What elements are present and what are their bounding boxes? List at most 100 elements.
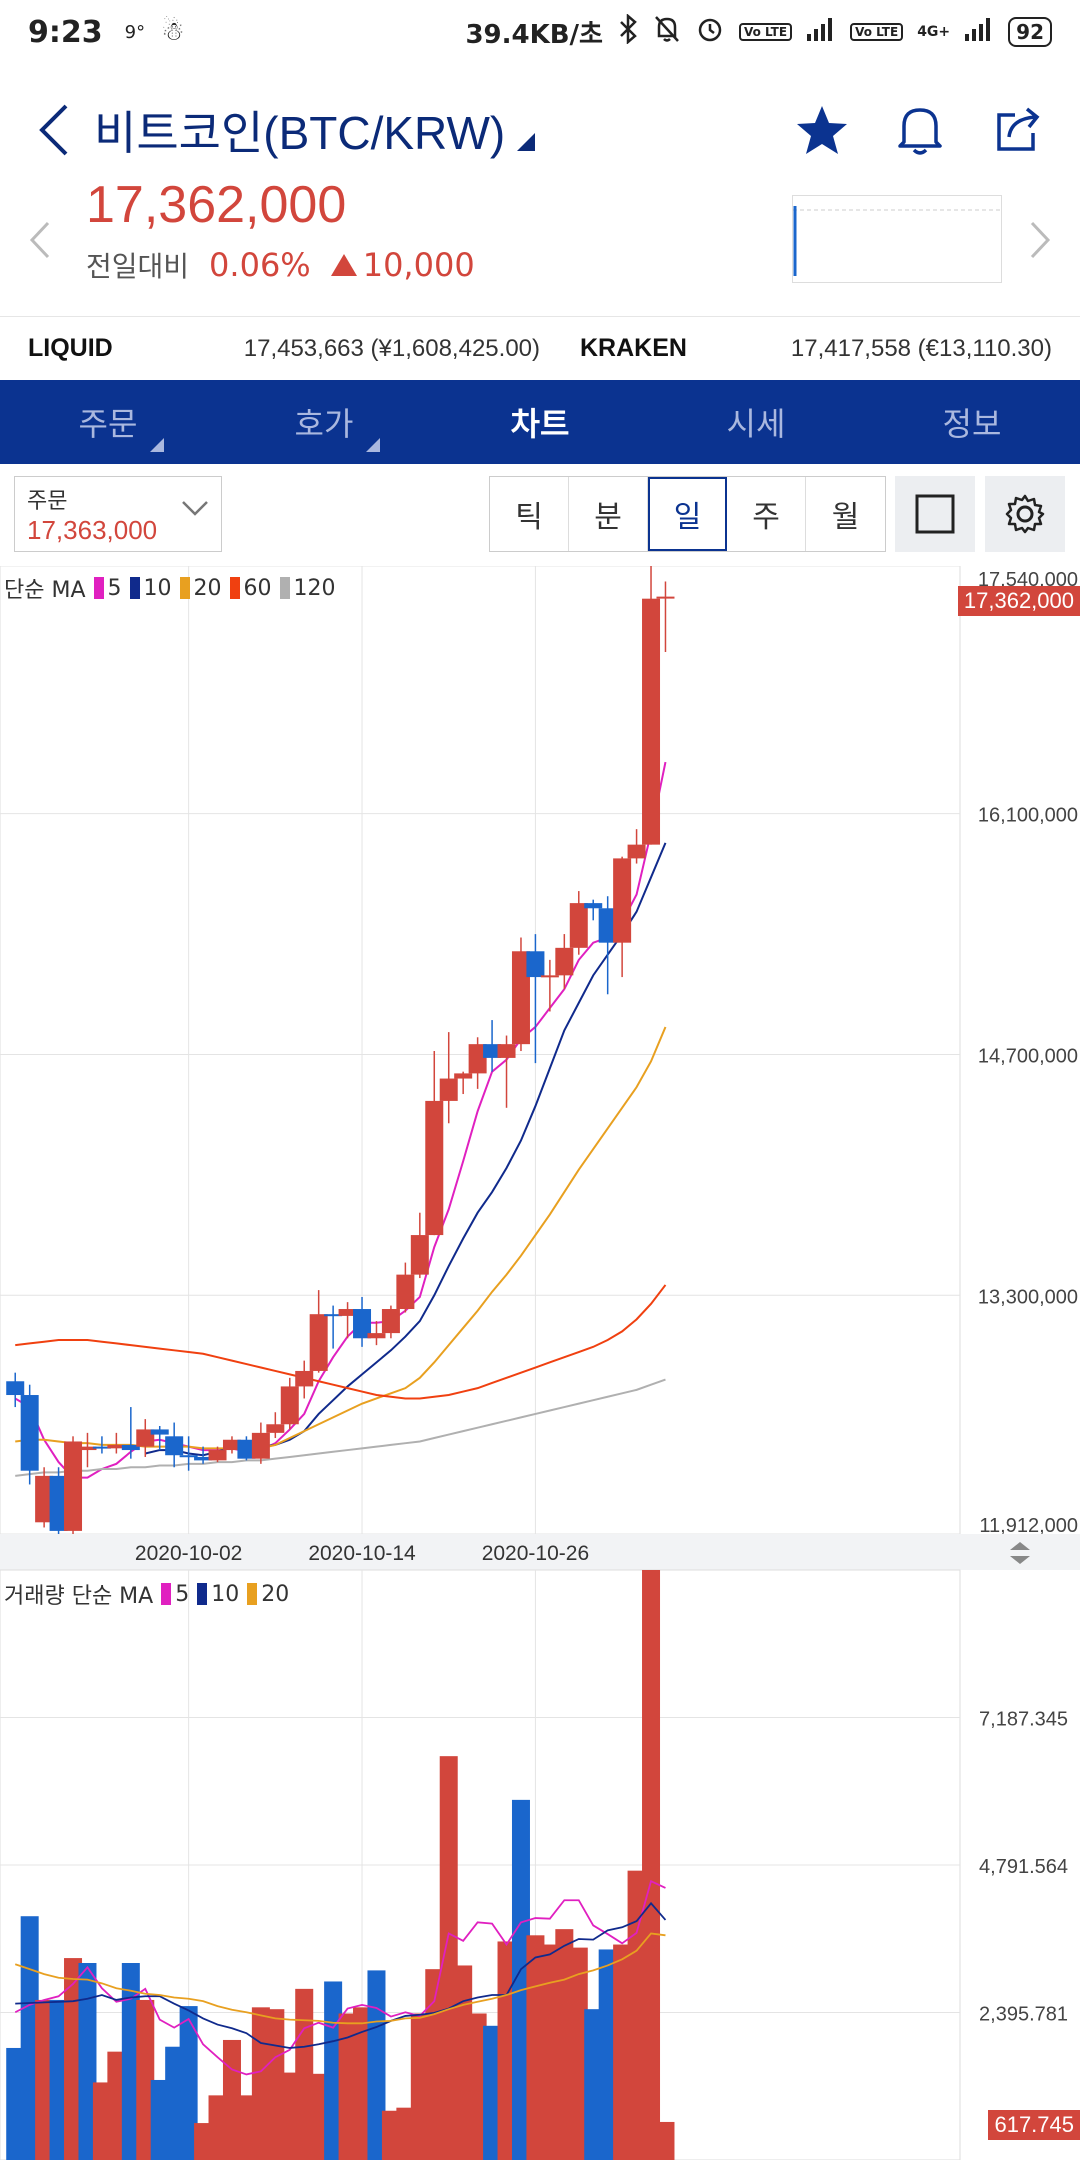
date-axis-bar	[0, 1534, 1080, 1570]
volume-bar	[280, 2072, 299, 2160]
exchange-name: LIQUID	[28, 334, 113, 362]
volume-bar	[642, 1570, 661, 2160]
volume-bar	[194, 2123, 213, 2160]
weather-temp: 9°	[124, 21, 146, 43]
volume-bar	[237, 2095, 256, 2160]
candle-body	[410, 1235, 429, 1275]
candle-body	[642, 598, 661, 845]
order-label: 주문	[27, 489, 68, 514]
y-tick-label: 13,300,000	[978, 1286, 1078, 1308]
volume-ma20-line	[14, 1932, 666, 2025]
volume-bar	[410, 2013, 429, 2160]
back-button[interactable]	[24, 100, 84, 160]
y-tick-label: 17,540,000	[978, 569, 1078, 591]
candle-body	[483, 1044, 502, 1058]
volume-bar	[569, 1947, 588, 2160]
signal-icon-2	[964, 16, 994, 49]
volume-bar	[121, 1963, 140, 2160]
x-tick-label: 2020-10-02	[135, 1542, 242, 1565]
candle-body	[439, 1078, 458, 1101]
candle-body	[425, 1100, 444, 1236]
fullscreen-button[interactable]	[895, 476, 975, 552]
vol-ma20-swatch	[247, 1583, 258, 1605]
vol-ma10-swatch	[197, 1583, 208, 1605]
status-bar: 9:23 9° ☃ 39.4KB/초 Vo LTE Vo LTE 4G+ 92	[0, 0, 1080, 64]
exchange-kraken: KRAKEN 17,417,558 (€13,110.30)	[540, 334, 1052, 363]
volume-bar	[150, 2079, 169, 2160]
volume-bar	[295, 1988, 314, 2160]
price-volume-chart[interactable]: 17,540,000 16,100,000 14,700,000 13,300,000…	[0, 566, 1080, 2160]
exchange-name: KRAKEN	[580, 334, 687, 362]
candle-body	[64, 1441, 83, 1531]
candle-body	[613, 858, 632, 943]
chevron-left-icon	[29, 221, 50, 259]
tab-chart[interactable]: 차트	[432, 380, 648, 464]
volume-bar	[425, 1969, 444, 2160]
chevron-right-icon	[1030, 221, 1051, 259]
volume-bar	[439, 1756, 458, 2160]
candle-body	[49, 1475, 68, 1531]
ma5-swatch	[93, 577, 104, 599]
volume-bar	[35, 1999, 54, 2160]
candle-body	[208, 1450, 227, 1461]
current-price: 17,362,000	[86, 176, 347, 234]
pane-resize-icon	[1010, 1542, 1030, 1564]
volume-bar	[555, 1929, 574, 2160]
net-speed: 39.4KB/초	[465, 19, 603, 50]
ma60-swatch	[229, 577, 240, 599]
next-coin-button[interactable]	[1028, 215, 1058, 275]
volume-bar	[222, 2039, 241, 2160]
volume-bar	[165, 2046, 184, 2160]
period-week[interactable]: 주	[727, 477, 806, 551]
volume-bar	[309, 2073, 328, 2160]
candle-body	[555, 947, 574, 976]
candle-body	[150, 1429, 169, 1435]
tab-order[interactable]: 주문	[0, 380, 216, 464]
candle-body	[194, 1456, 213, 1461]
volume-bar	[396, 2107, 415, 2160]
legend-prefix: 단순 MA	[4, 578, 86, 603]
period-tick[interactable]: 틱	[490, 477, 569, 551]
volume-bar	[511, 1799, 530, 2160]
vol-ma5-swatch	[161, 1583, 172, 1605]
ma120-label: 120	[293, 575, 336, 601]
volume-bar	[598, 1949, 617, 2160]
title-dropdown-icon[interactable]	[517, 133, 536, 151]
ma120-swatch	[279, 577, 290, 599]
candle-body	[222, 1439, 241, 1451]
candle-body	[107, 1444, 126, 1449]
chart-toolbar: 주문 17,363,000 틱 분 일 주 월	[0, 476, 1080, 556]
notification-icon: ☃	[161, 17, 185, 47]
volume-bar	[6, 2047, 25, 2160]
volume-bar	[540, 1944, 559, 2160]
chart-settings-button[interactable]	[985, 476, 1065, 552]
price-ma60-line	[15, 1284, 667, 1400]
tab-info[interactable]: 정보	[864, 380, 1080, 464]
period-minute[interactable]: 분	[569, 477, 648, 551]
volume-bar	[483, 2025, 502, 2160]
price-ma-legend: 단순 MA 5 10 20 60 120	[4, 572, 336, 604]
tab-orderbook[interactable]: 호가	[216, 380, 432, 464]
candle-body	[78, 1446, 97, 1451]
exchange-liquid: LIQUID 17,453,663 (¥1,608,425.00)	[28, 334, 540, 363]
prev-coin-button[interactable]	[28, 215, 58, 275]
coin-title[interactable]: 비트코인(BTC/KRW)	[94, 107, 506, 159]
favorite-star-icon[interactable]	[794, 102, 850, 158]
candle-body	[381, 1309, 400, 1334]
candle-body	[454, 1073, 473, 1079]
tab-market[interactable]: 시세	[648, 380, 864, 464]
change-label: 전일대비	[86, 250, 190, 283]
candle-body	[92, 1446, 111, 1449]
volume-legend-title: 거래량 단순 MA	[4, 1584, 154, 1609]
period-day[interactable]: 일	[648, 477, 727, 551]
y-tick-label: 7,187.345	[979, 1709, 1068, 1731]
alarm-bell-icon[interactable]	[892, 102, 948, 158]
period-month[interactable]: 월	[831, 500, 860, 535]
share-icon[interactable]	[990, 102, 1046, 158]
order-price-select[interactable]: 주문 17,363,000	[14, 476, 222, 552]
mini-chart[interactable]	[792, 195, 1002, 283]
volume-bar	[78, 1963, 97, 2160]
volume-bar	[64, 1958, 83, 2160]
chevron-left-icon	[39, 104, 68, 156]
ma20-label: 20	[193, 575, 222, 601]
